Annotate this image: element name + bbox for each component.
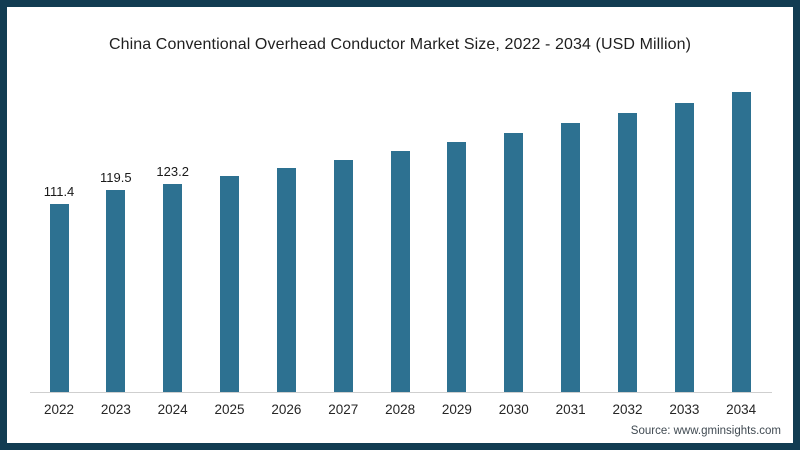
x-tick-label-2033: 2033 <box>669 402 700 417</box>
bar-2032 <box>618 113 637 393</box>
bar-2028 <box>390 151 410 393</box>
bar-2027 <box>333 160 353 393</box>
bar-2031 <box>561 123 581 393</box>
x-tick-label-2028: 2028 <box>385 402 416 417</box>
x-tick-label-2034: 2034 <box>726 402 757 417</box>
x-tick-label-2023: 2023 <box>100 402 131 417</box>
bar-2023 <box>106 190 126 393</box>
bar-2026 <box>276 168 296 393</box>
x-axis-line <box>30 392 772 393</box>
bar-2024 <box>163 184 183 393</box>
x-tick-label-2029: 2029 <box>441 402 472 417</box>
x-tick-label-2030: 2030 <box>498 402 529 417</box>
bar-2022 <box>49 204 69 393</box>
bar-value-label-2022: 111.4 <box>43 184 75 199</box>
x-tick-label-2022: 2022 <box>43 402 75 417</box>
bar-2034 <box>731 92 751 393</box>
bar-2029 <box>447 142 467 393</box>
bar-2025 <box>220 176 240 393</box>
x-tick-label-2026: 2026 <box>271 402 302 417</box>
x-tick-label-2031: 2031 <box>555 402 586 417</box>
source-credit: Source: www.gminsights.com <box>630 425 781 437</box>
bar-2030 <box>504 133 524 393</box>
bar-value-label-2024: 123.2 <box>156 164 189 179</box>
x-tick-label-2032: 2032 <box>612 402 643 417</box>
x-tick-label-2025: 2025 <box>214 402 245 417</box>
bar-2033 <box>674 103 694 393</box>
chart-title: China Conventional Overhead Conductor Ma… <box>108 36 692 53</box>
x-tick-label-2027: 2027 <box>328 402 359 417</box>
bar-value-label-2023: 119.5 <box>100 170 132 185</box>
x-tick-label-2024: 2024 <box>157 402 188 417</box>
